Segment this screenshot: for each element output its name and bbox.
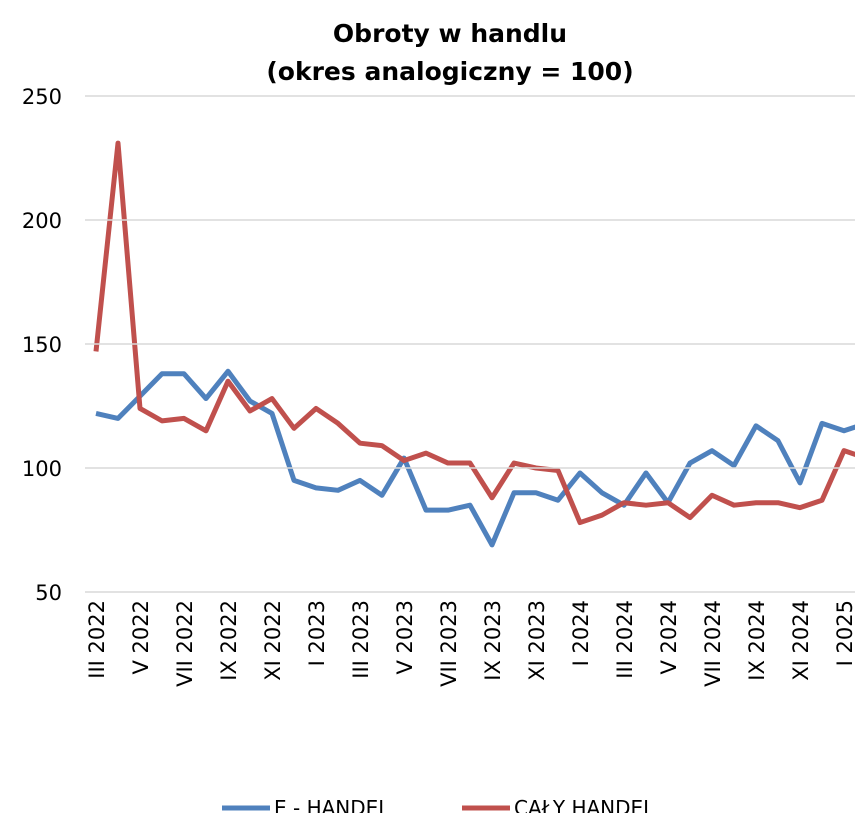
- chart-subtitle: (okres analogiczny = 100): [266, 57, 633, 86]
- chart-title: Obroty w handlu: [333, 19, 567, 48]
- x-tick-label: XI 2022: [261, 600, 285, 681]
- x-tick-label: IX 2024: [745, 600, 769, 681]
- x-tick-label: VII 2024: [701, 600, 725, 687]
- y-tick-label: 250: [22, 85, 62, 109]
- x-tick-label: III 2024: [613, 600, 637, 679]
- plot-area: [93, 140, 855, 548]
- data-line: [95, 368, 855, 548]
- x-tick-label: VII 2022: [173, 600, 197, 687]
- x-tick-label: I 2023: [305, 600, 329, 666]
- x-tick-label: V 2023: [393, 600, 417, 674]
- y-tick-label: 150: [22, 333, 62, 357]
- x-tick-label: XI 2023: [525, 600, 549, 681]
- x-tick-label: V 2024: [657, 600, 681, 674]
- x-tick-label: V 2022: [129, 600, 153, 674]
- x-tick-label: XI 2024: [789, 600, 813, 681]
- legend-label: CAŁY HANDEL: [514, 796, 655, 813]
- x-tick-label: I 2025: [833, 600, 855, 666]
- legend-label: E - HANDEL: [274, 796, 390, 813]
- x-tick-label: VII 2023: [437, 600, 461, 687]
- y-tick-label: 200: [22, 209, 62, 233]
- x-tick-label: III 2023: [349, 600, 373, 679]
- y-tick-label: 100: [22, 457, 62, 481]
- x-tick-label: I 2024: [569, 600, 593, 666]
- x-tick-label: IX 2022: [217, 600, 241, 681]
- data-line: [93, 140, 855, 526]
- y-tick-label: 50: [35, 581, 62, 605]
- x-tick-label: IX 2023: [481, 600, 505, 681]
- x-tick-label: III 2022: [85, 600, 109, 679]
